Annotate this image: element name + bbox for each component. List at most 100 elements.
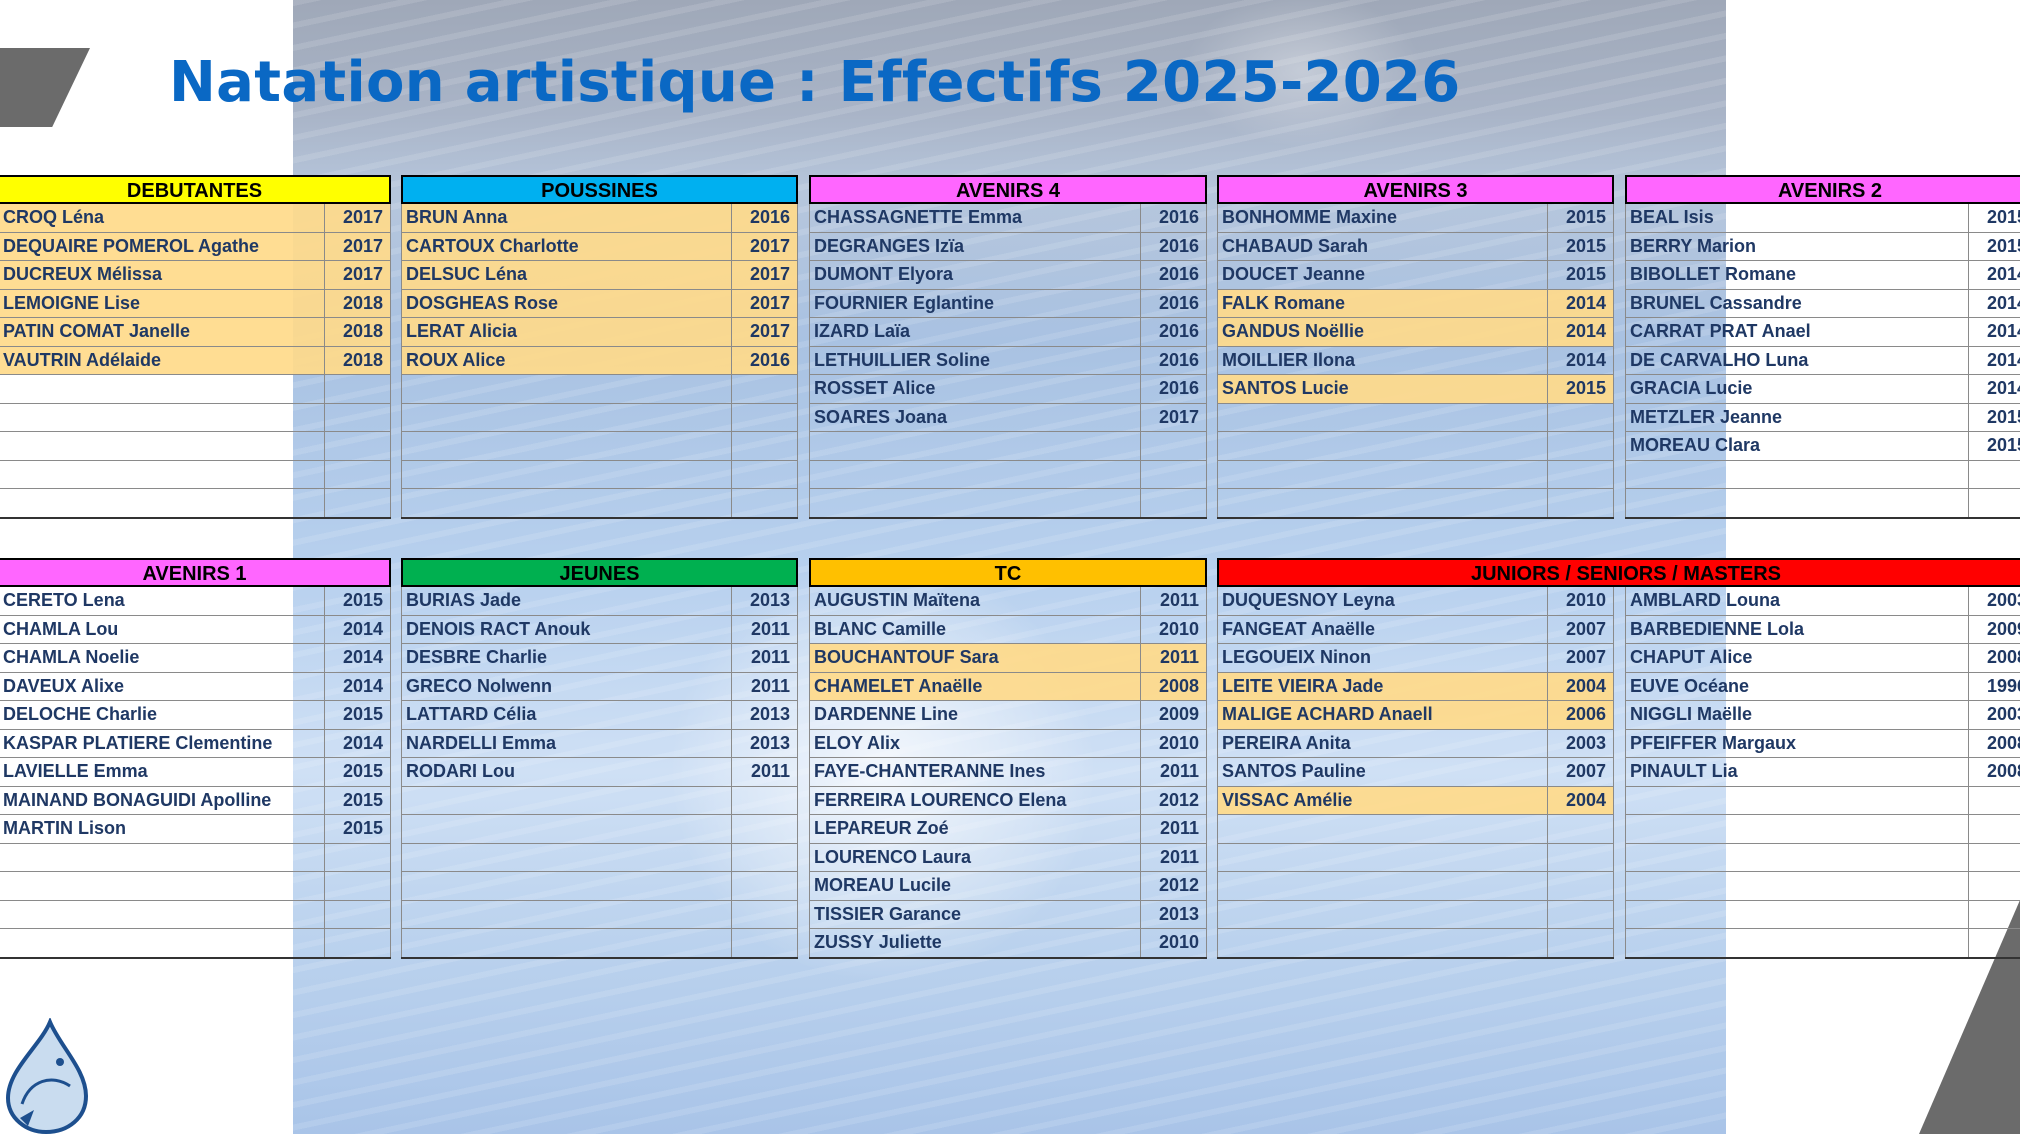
- swimmer-name: DEQUAIRE POMEROL Agathe: [0, 232, 325, 261]
- swimmer-name: [809, 460, 1141, 489]
- table-row: BONHOMME Maxine 2015: [1217, 204, 1614, 233]
- birth-year: 2010: [1140, 928, 1207, 959]
- swimmer-name: [1625, 460, 1969, 489]
- swimmer-name: BONHOMME Maxine: [1217, 204, 1548, 233]
- swimmer-name: LERAT Alicia: [401, 317, 732, 347]
- roster-table: AUGUSTIN Maïtena 2011 BLANC Camille 2010 BOU…: [809, 587, 1207, 959]
- birth-year: 2011: [1140, 757, 1207, 787]
- table-row: [1625, 871, 2020, 901]
- birth-year: 2016: [1140, 289, 1207, 318]
- group-poussines: POUSSINES BRUN Anna 2016 CARTOUX Charlotte 2…: [401, 175, 798, 519]
- table-row: LEGOUEIX Ninon 2007: [1217, 643, 1614, 673]
- table-row: [1625, 460, 2020, 489]
- table-row: DUMONT Elyora 2016: [809, 260, 1207, 290]
- table-row: PINAULT Lia2008: [1625, 757, 2020, 787]
- table-row: DESBRE Charlie 2011: [401, 643, 798, 673]
- group-header: POUSSINES: [401, 175, 798, 204]
- birth-year: [1547, 460, 1614, 489]
- birth-year: [324, 431, 391, 461]
- table-row: EUVE Océane1996: [1625, 672, 2020, 701]
- swimmer-name: [401, 814, 732, 844]
- swimmer-name: PFEIFFER Margaux: [1625, 729, 1969, 758]
- swimmer-name: CROQ Léna: [0, 204, 325, 233]
- birth-year: [1547, 900, 1614, 929]
- table-row: [1625, 786, 2020, 815]
- swimmer-name: FERREIRA LOURENCO Elena: [809, 786, 1141, 815]
- table-row: CHASSAGNETTE Emma 2016: [809, 204, 1207, 233]
- birth-year: [1968, 814, 2020, 844]
- table-row: ZUSSY Juliette 2010: [809, 928, 1207, 959]
- birth-year: [1968, 843, 2020, 872]
- table-row: NIGGLI Maëlle2003: [1625, 700, 2020, 730]
- swimmer-name: BEAL Isis: [1625, 204, 1969, 233]
- table-row: [401, 900, 798, 929]
- birth-year: 2015: [1968, 403, 2020, 432]
- birth-year: 2015: [1547, 204, 1614, 233]
- table-row: [1625, 900, 2020, 929]
- table-row: [809, 460, 1207, 489]
- swimmer-name: BRUNEL Cassandre: [1625, 289, 1969, 318]
- table-row: [1217, 928, 1614, 959]
- birth-year: [731, 900, 798, 929]
- table-row: [809, 431, 1207, 461]
- birth-year: [1968, 460, 2020, 489]
- swimmer-name: FOURNIER Eglantine: [809, 289, 1141, 318]
- swimmer-name: RODARI Lou: [401, 757, 732, 787]
- birth-year: 2008: [1968, 643, 2020, 673]
- birth-year: 2014: [1547, 346, 1614, 375]
- table-row: BEAL Isis2015: [1625, 204, 2020, 233]
- birth-year: [1968, 786, 2020, 815]
- swimmer-name: CHAMELET Anaëlle: [809, 672, 1141, 701]
- birth-year: 2010: [1547, 587, 1614, 616]
- table-row: [0, 374, 391, 404]
- birth-year: [731, 374, 798, 404]
- swimmer-name: DESBRE Charlie: [401, 643, 732, 673]
- swimmer-name: [1217, 928, 1548, 959]
- birth-year: [1547, 928, 1614, 959]
- swimmer-name: [401, 843, 732, 872]
- table-row: DAVEUX Alixe 2014: [0, 672, 391, 701]
- table-row: [401, 814, 798, 844]
- swimmer-name: DUMONT Elyora: [809, 260, 1141, 290]
- swimmer-name: PEREIRA Anita: [1217, 729, 1548, 758]
- birth-year: 2006: [1547, 700, 1614, 730]
- birth-year: 2015: [324, 757, 391, 787]
- swimmer-name: MARTIN Lison: [0, 814, 325, 844]
- swimmer-name: [401, 374, 732, 404]
- decorative-corner-left: [0, 48, 90, 127]
- birth-year: 2015: [1547, 374, 1614, 404]
- table-row: [809, 488, 1207, 519]
- swimmer-name: [401, 786, 732, 815]
- birth-year: 2015: [324, 587, 391, 616]
- roster-table: BURIAS Jade 2013 DENOIS RACT Anouk 2011 DESB…: [401, 587, 798, 959]
- table-row: AMBLARD Louna2003: [1625, 587, 2020, 616]
- table-row: PEREIRA Anita 2003: [1217, 729, 1614, 758]
- table-row: LATTARD Célia 2013: [401, 700, 798, 730]
- table-row: LEITE VIEIRA Jade 2004: [1217, 672, 1614, 701]
- birth-year: 2016: [1140, 260, 1207, 290]
- birth-year: [731, 460, 798, 489]
- swimmer-name: [1625, 900, 1969, 929]
- birth-year: 2011: [1140, 587, 1207, 616]
- swimmer-name: [0, 431, 325, 461]
- birth-year: 2010: [1140, 615, 1207, 644]
- swimmer-name: VISSAC Amélie: [1217, 786, 1548, 815]
- swimmer-name: [0, 928, 325, 959]
- swimmer-name: [0, 900, 325, 929]
- table-row: [1217, 431, 1614, 461]
- swimmer-name: CARTOUX Charlotte: [401, 232, 732, 261]
- table-row: FOURNIER Eglantine 2016: [809, 289, 1207, 318]
- swimmer-name: CARRAT PRAT Anael: [1625, 317, 1969, 347]
- birth-year: [731, 871, 798, 901]
- table-row: NARDELLI Emma 2013: [401, 729, 798, 758]
- table-row: [401, 460, 798, 489]
- table-row: MOREAU Clara2015: [1625, 431, 2020, 461]
- table-row: GANDUS Noëllie 2014: [1217, 317, 1614, 347]
- birth-year: [1968, 928, 2020, 959]
- swimmer-name: [1625, 843, 1969, 872]
- swimmer-name: DUQUESNOY Leyna: [1217, 587, 1548, 616]
- swimmer-name: MALIGE ACHARD Anaell: [1217, 700, 1548, 730]
- birth-year: 2014: [324, 615, 391, 644]
- table-row: CHAMELET Anaëlle 2008: [809, 672, 1207, 701]
- birth-year: 2008: [1968, 757, 2020, 787]
